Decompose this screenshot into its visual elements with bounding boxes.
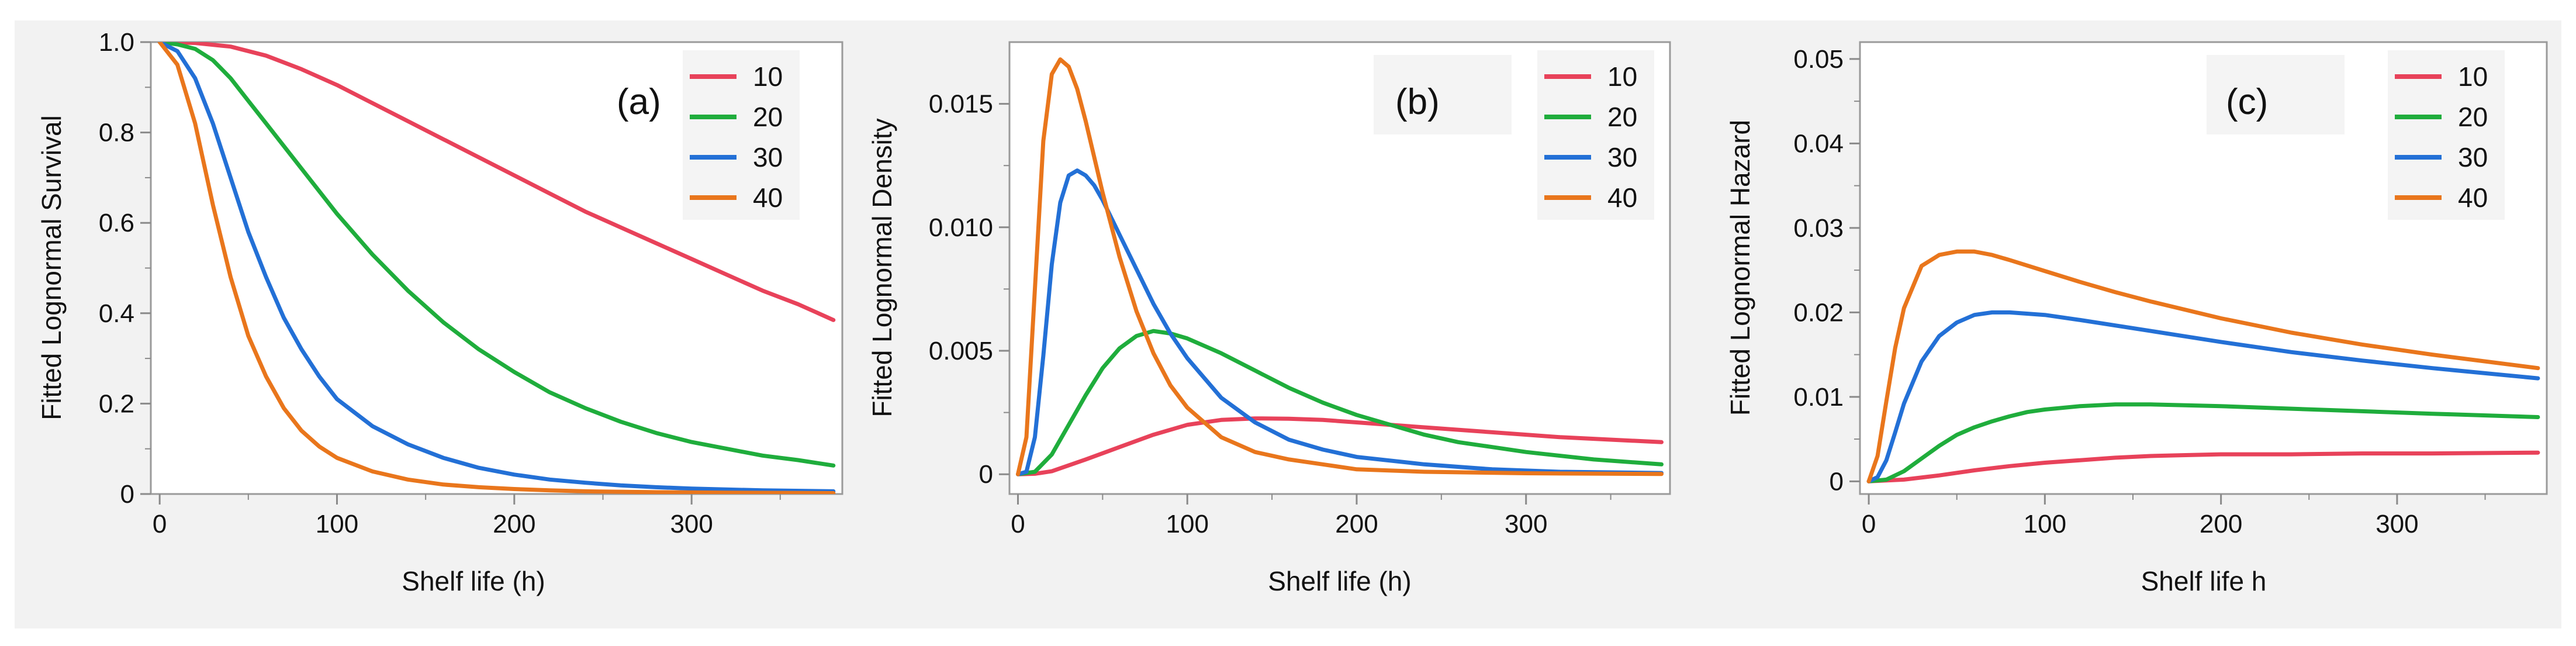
panel-b-legend-label-40: 40 [1607,182,1637,213]
panel-a-y-tick-label: 0.6 [99,209,134,237]
panel-a-legend: 10 20 30 40 [683,50,800,220]
panel-c-label-box [2207,55,2345,134]
panel-c-legend-label-20: 20 [2458,102,2488,132]
panel-b-x-axis-label: Shelf life (h) [1268,566,1411,596]
panel-c-x-tick-label: 0 [1862,510,1876,538]
panel-c-y-tick-label: 0 [1830,467,1844,496]
panel-c-x-tick-label: 100 [2024,510,2066,538]
panel-c-y-tick-label: 0.05 [1793,45,1844,74]
panel-c-x-axis-label: Shelf life h [2141,566,2267,596]
panel-b-label: (b) [1395,82,1440,122]
panel-b-x-tick-label: 300 [1505,510,1547,538]
panel-c-legend-label-40: 40 [2458,182,2488,213]
panel-a-y-tick-label: 0 [120,480,134,509]
panel-a-y-axis-label: Fitted Lognormal Survival [36,115,67,420]
panel-c-series-20-line [1866,402,2540,483]
panel-a-y-tick-label: 1.0 [99,28,134,57]
panel-b-x-tick-label: 0 [1011,510,1025,538]
panel-a-x-tick-label: 300 [670,510,713,538]
panel-c-y-tick-label: 0.01 [1793,383,1844,412]
panel-c-series [1866,249,2540,483]
panel-c-y-tick-label: 0.02 [1793,298,1844,327]
panel-c-y-axis-label: Fitted Lognormal Hazard [1725,120,1755,416]
panel-b-series-10-line [1016,416,1664,476]
panel-c-legend: 10 20 30 40 [2388,50,2505,220]
panel-c-series-30-line [1866,310,2540,483]
panel-a-series [157,42,836,494]
panel-a-legend-label-20: 20 [753,102,783,132]
panel-b-legend-label-20: 20 [1607,102,1637,132]
panel-b-y-axis-label: Fitted Lognormal Density [867,118,897,417]
panel-c-y-tick-label: 0.03 [1793,214,1844,243]
panel-a-x-tick-label: 100 [316,510,358,538]
panel-a-series-20-line [157,42,836,468]
panel-a-series-10-line [157,42,836,322]
panel-c-legend-label-30: 30 [2458,142,2488,172]
panel-b-y-tick-label: 0.015 [929,90,993,119]
panel-b-legend-label-10: 10 [1607,61,1637,92]
panel-b-y-tick-label: 0.010 [929,213,993,242]
panel-a-x-axis-label: Shelf life (h) [402,566,545,596]
panel-c-ticks: 0 100 200 300 0 0.01 0.02 0.03 0.04 0.05 [1793,45,2486,538]
panel-b-series-30-line [1016,168,1664,476]
panel-a-x-tick-label: 200 [493,510,535,538]
panel-a-legend-label-30: 30 [753,142,783,172]
panel-c-series-40-line [1866,249,2540,483]
panel-c-legend-label-10: 10 [2458,61,2488,92]
panel-c-series-10-line [1866,450,2540,483]
panel-b-y-tick-label: 0.005 [929,337,993,365]
panel-b-series-40-line [1016,57,1664,476]
panel-a-y-tick-label: 0.8 [99,119,134,147]
panel-b-legend: 10 20 30 40 [1537,50,1654,220]
panel-c-x-tick-label: 200 [2200,510,2242,538]
panel-c-x-tick-label: 300 [2376,510,2418,538]
panel-a-legend-label-40: 40 [753,182,783,213]
panel-c-label: (c) [2226,82,2268,122]
panel-b-x-tick-label: 100 [1166,510,1209,538]
panel-a-legend-label-10: 10 [753,61,783,92]
panel-b-legend-label-30: 30 [1607,142,1637,172]
panel-a-y-tick-label: 0.4 [99,299,134,328]
panel-c-y-tick-label: 0.04 [1793,129,1844,158]
panel-b-series-20-line [1016,329,1664,476]
panel-b-ticks: 0 100 200 300 0 0.005 0.010 0.015 [929,90,1612,538]
panel-a-y-tick-label: 0.2 [99,389,134,418]
panel-a-series-30-line [157,42,836,493]
panel-a-ticks: 0 100 200 300 0 0.2 0.4 0.6 0.8 1.0 [99,28,781,538]
panel-a-series-40-line [157,42,836,494]
panel-c: 0 100 200 300 0 0.01 0.02 0.03 0.04 0.05 (c) 10 20… [1698,20,2561,628]
panel-b-y-tick-label: 0 [979,460,993,489]
panel-a-x-tick-label: 0 [153,510,167,538]
panel-a-label: (a) [617,82,661,122]
panel-b-label-box [1374,55,1512,134]
panel-b-x-tick-label: 200 [1335,510,1378,538]
panel-b-series [1016,57,1664,476]
